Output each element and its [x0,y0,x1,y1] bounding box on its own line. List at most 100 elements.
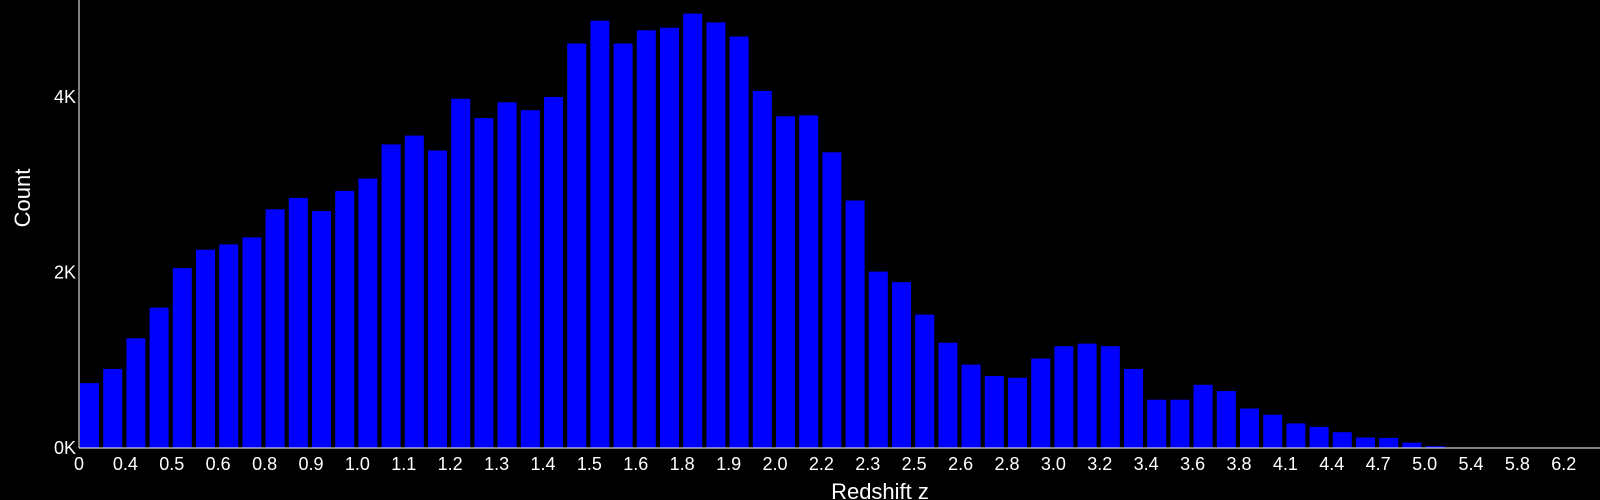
histogram-bar [984,376,1004,448]
histogram-bar [1170,399,1190,448]
histogram-bar [544,97,563,448]
histogram-bar [196,249,215,448]
x-tick-label: 2.5 [902,454,927,474]
histogram-bar [428,150,447,448]
x-tick-label: 1.9 [716,454,741,474]
histogram-bar [520,110,540,448]
x-tick-label: 0.6 [206,454,231,474]
histogram-bar [567,43,587,448]
histogram-bar [683,13,703,448]
histogram-bar [451,98,471,449]
histogram-bar [1425,446,1445,448]
x-tick-label: 0 [74,454,84,474]
x-tick-label: 2.8 [994,454,1019,474]
histogram-bar [822,152,842,449]
histogram-bar [613,43,633,448]
x-tick-label: 6.2 [1551,454,1576,474]
histogram-bar [868,271,888,448]
x-tick-label: 1.3 [484,454,509,474]
x-tick-label: 1.5 [577,454,602,474]
x-tick-label: 3.0 [1041,454,1066,474]
histogram-bar [1054,346,1074,448]
histogram-bar [1379,437,1399,448]
y-tick-label: 0K [54,438,76,458]
histogram-bar [845,200,865,448]
x-tick-label: 2.2 [809,454,834,474]
histogram-bar [404,135,424,448]
x-tick-label: 3.2 [1087,454,1112,474]
x-tick-label: 5.8 [1505,454,1530,474]
histogram-bar [381,144,401,448]
x-axis-title: Redshift z [831,479,929,500]
x-tick-label: 3.4 [1134,454,1159,474]
x-tick-label: 1.2 [438,454,463,474]
histogram-bar [1147,399,1167,448]
bars-group [80,13,1600,449]
histogram-bar [1193,384,1213,448]
x-tick-label: 1.6 [623,454,648,474]
histogram-bar [103,369,123,448]
y-tick-labels: 0K 2K 4K [54,87,76,458]
histogram-bar [1356,437,1375,448]
x-tick-label: 0.9 [298,454,323,474]
histogram-bar [590,20,610,448]
x-tick-label: 4.1 [1273,454,1298,474]
histogram-bar [706,22,726,449]
x-tick-label: 1.4 [530,454,555,474]
histogram-bar [776,116,795,449]
histogram-bar [265,209,285,448]
x-tick-label: 0.5 [159,454,184,474]
histogram-bar [288,197,308,448]
histogram-bar [915,314,935,448]
histogram-bar [660,27,679,448]
histogram-bar [149,307,169,448]
histogram-bar [1100,346,1120,448]
x-tick-label: 0.4 [113,454,138,474]
histogram-bar [938,342,958,448]
x-tick-label: 5.0 [1412,454,1437,474]
histogram-bar [1263,414,1283,448]
histogram-bar [1402,442,1422,448]
histogram-bar [1332,432,1352,448]
x-tick-label: 2.6 [948,454,973,474]
x-tick-label: 1.1 [391,454,416,474]
x-tick-label: 0.8 [252,454,277,474]
histogram-bar [1286,423,1306,448]
histogram-bar [1008,377,1027,448]
histogram-bar [219,244,239,448]
histogram-bar [1216,391,1236,448]
histogram-bar [1031,358,1051,448]
y-axis-title: Count [10,169,35,228]
histogram-bar [961,364,981,448]
histogram-bar [799,115,819,449]
histogram-bar [729,36,749,448]
x-tick-label: 2.3 [855,454,880,474]
histogram-bar [358,178,378,448]
histogram-bar [636,30,656,449]
histogram-bar [892,282,911,448]
x-tick-label: 1.0 [345,454,370,474]
histogram-bar [1077,343,1097,448]
x-tick-label: 4.7 [1366,454,1391,474]
histogram-bar [335,190,355,448]
histogram-bar [752,90,772,449]
histogram-bar [312,211,331,448]
x-tick-label: 4.4 [1319,454,1344,474]
x-tick-label: 3.8 [1226,454,1251,474]
histogram-bar [172,268,192,448]
histogram-bar [126,338,146,448]
histogram-bar [1124,369,1143,448]
histogram-bar [474,118,494,448]
x-tick-label: 5.4 [1458,454,1483,474]
histogram-bar [497,102,517,449]
histogram-bar [1309,426,1329,448]
y-tick-label: 4K [54,87,76,107]
x-tick-labels: 0 0.4 0.5 0.6 0.8 0.9 1.0 1.1 1.2 1.3 1.4 1.5 1.6 1.8… [74,454,1576,474]
x-tick-label: 3.6 [1180,454,1205,474]
histogram-bar [80,383,99,448]
histogram-bar [242,237,262,448]
x-tick-label: 1.8 [670,454,695,474]
y-tick-label: 2K [54,263,76,283]
x-tick-label: 2.0 [762,454,787,474]
